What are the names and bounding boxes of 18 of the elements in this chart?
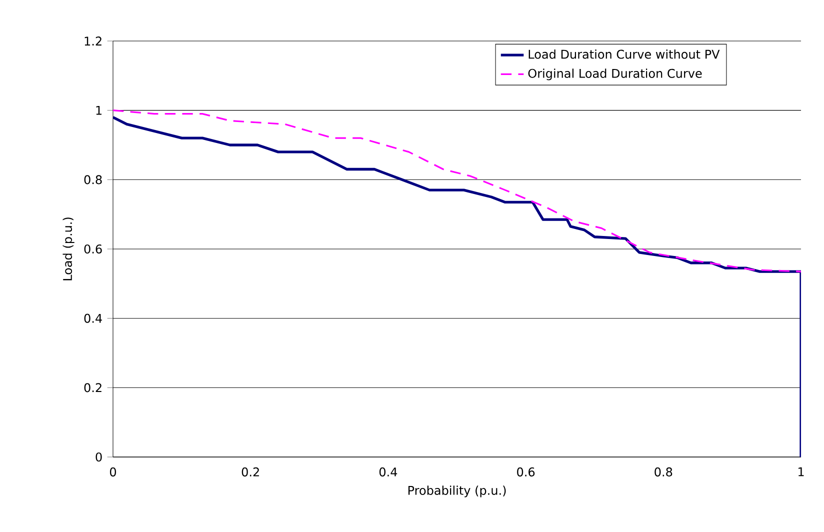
legend-label: Original Load Duration Curve (528, 68, 702, 80)
x-tick-label: 0.8 (654, 467, 672, 476)
y-tick-label: 1.2 (84, 36, 102, 46)
line-series (113, 110, 802, 272)
y-tick-label: 0 (96, 452, 102, 462)
y-tick-label: 0.6 (84, 244, 102, 254)
y-axis-title: Load (p.u.) (62, 218, 74, 280)
x-tick-label: 1 (798, 467, 804, 476)
x-tick-label: 0.2 (242, 467, 259, 476)
y-tick-label: 0.8 (84, 175, 102, 184)
y-tick-label: 1 (96, 106, 102, 115)
x-tick-label: 0.4 (379, 467, 398, 476)
y-tick-label: 0.4 (84, 314, 102, 323)
x-tick-label: 0.6 (517, 467, 535, 476)
x-tick-label: 0 (110, 467, 116, 476)
legend-label: Load Duration Curve without PV (528, 50, 720, 59)
y-tick-label: 0.2 (84, 383, 102, 392)
x-axis-title: Probability (p.u.) (408, 486, 506, 498)
